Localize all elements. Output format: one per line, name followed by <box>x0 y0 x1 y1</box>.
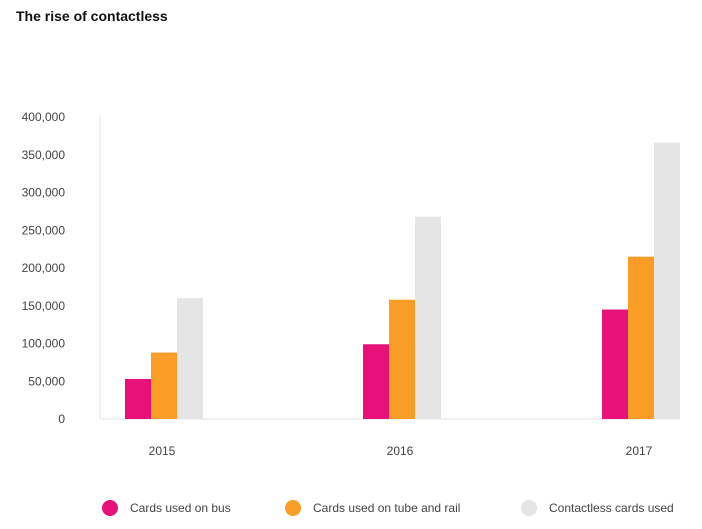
y-tick-label: 150,000 <box>22 299 66 313</box>
legend-swatch-bus <box>102 500 118 516</box>
legend-swatch-tube-rail <box>285 500 301 516</box>
x-tick-label: 2016 <box>387 444 414 458</box>
y-tick-label: 200,000 <box>22 261 66 275</box>
bar-series-0-2017 <box>602 309 628 419</box>
y-tick-label: 50,000 <box>28 374 65 388</box>
bars <box>125 142 680 420</box>
bar-series-0-2016 <box>363 344 389 419</box>
bar-series-1-2017 <box>628 256 654 419</box>
y-tick-label: 400,000 <box>22 110 66 124</box>
bar-series-0-2015 <box>125 378 151 419</box>
bar-series-1-2015 <box>151 352 177 419</box>
legend-item-tube-rail: Cards used on tube and rail <box>285 500 460 516</box>
bar-series-2-2016 <box>415 216 441 419</box>
y-tick-label: 300,000 <box>22 186 66 200</box>
bar-series-2-2017 <box>654 142 680 420</box>
y-tick-label: 350,000 <box>22 148 66 162</box>
legend: Cards used on bus Cards used on tube and… <box>0 500 702 520</box>
legend-item-contactless: Contactless cards used <box>521 500 674 516</box>
y-tick-label: 0 <box>58 412 65 426</box>
x-tick-label: 2015 <box>149 444 176 458</box>
bar-series-1-2016 <box>389 299 415 419</box>
legend-item-bus: Cards used on bus <box>102 500 231 516</box>
x-tick-label: 2017 <box>626 444 653 458</box>
y-axis-labels: 0 50,000 100,000 150,000 200,000 250,000 300,0… <box>22 110 66 426</box>
y-tick-label: 100,000 <box>22 337 66 351</box>
chart-title: The rise of contactless <box>16 8 168 24</box>
legend-label-tube-rail: Cards used on tube and rail <box>313 501 461 515</box>
bar-chart: 0 50,000 100,000 150,000 200,000 250,000 300,0… <box>22 110 680 458</box>
bar-series-2-2015 <box>177 298 203 419</box>
legend-label-contactless: Contactless cards used <box>549 501 674 515</box>
y-tick-label: 250,000 <box>22 223 66 237</box>
legend-label-bus: Cards used on bus <box>130 501 231 515</box>
legend-swatch-contactless <box>521 500 537 516</box>
x-axis-labels: 2015 2016 2017 <box>149 444 653 458</box>
